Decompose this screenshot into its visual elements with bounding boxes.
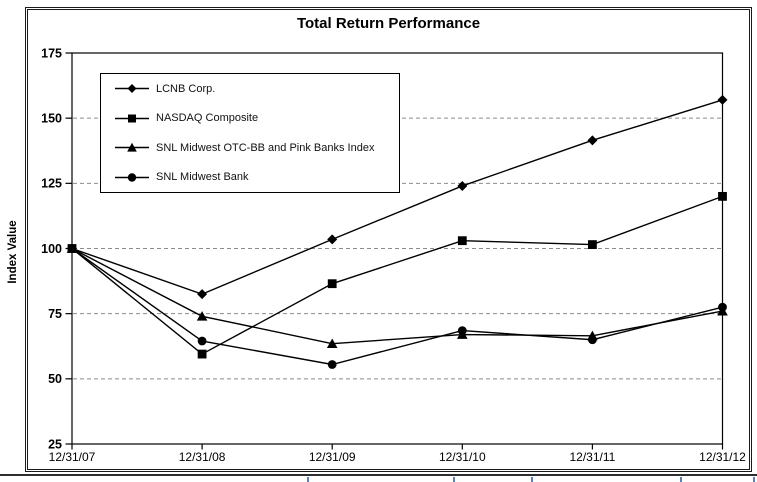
series-3-point-1: [197, 336, 207, 346]
series-1-point-2: [327, 279, 337, 289]
series-1-point-3: [457, 236, 467, 246]
x-tick-label-0: 12/31/07: [49, 450, 96, 464]
table-column-tick-2: [531, 477, 533, 482]
legend-label: SNL Midwest OTC-BB and Pink Banks Index: [156, 141, 375, 154]
series-1-point-4: [588, 240, 597, 249]
legend-label: SNL Midwest Bank: [156, 171, 249, 184]
table-column-tick-4: [753, 477, 755, 482]
series-line-0: [71, 99, 723, 295]
x-tick-label-5: 12/31/12: [699, 450, 746, 464]
series-0-point-4: [587, 135, 598, 146]
series-line-1: [71, 195, 723, 355]
y-tick-label-75: 75: [48, 307, 62, 321]
legend-box: LCNB Corp. NASDAQ Composite SNL Midwest OT…: [100, 73, 400, 193]
series-2-point-1: [196, 311, 208, 321]
series-3-point-0: [67, 244, 77, 253]
legend-label: LCNB Corp.: [156, 82, 216, 95]
series-2-point-2: [326, 338, 338, 349]
y-tick-label-150: 150: [41, 111, 62, 125]
y-tick-label-50: 50: [48, 372, 62, 386]
series-3-point-2: [327, 360, 337, 369]
series-3-point-3: [457, 326, 467, 336]
series-line-2: [71, 247, 723, 345]
circle-marker-icon: [115, 173, 149, 182]
series-line-3: [71, 247, 723, 366]
legend-item-2: SNL Midwest OTC-BB and Pink Banks Index: [101, 133, 399, 163]
y-tick-label-25: 25: [48, 437, 62, 451]
chart-title: Total Return Performance: [296, 15, 481, 32]
x-tick-label-2: 12/31/09: [309, 450, 356, 464]
series-1-point-5: [718, 191, 727, 201]
legend-label: NASDAQ Composite: [156, 112, 259, 125]
table-column-tick-1: [453, 477, 455, 482]
x-tick-label-1: 12/31/08: [179, 450, 226, 464]
square-marker-icon: [115, 114, 149, 123]
legend-item-3: SNL Midwest Bank: [101, 163, 399, 193]
y-tick-label-175: 175: [41, 46, 62, 60]
series-0-point-3: [457, 180, 468, 191]
table-column-tick-0: [307, 477, 309, 482]
legend-item-1: NASDAQ Composite: [101, 104, 399, 134]
diamond-marker-icon: [115, 84, 149, 94]
y-tick-label-125: 125: [41, 177, 62, 191]
x-tick-label-4: 12/31/11: [569, 450, 615, 464]
series-0-point-2: [327, 234, 338, 245]
series-0-point-5: [717, 94, 728, 105]
x-tick-label-3: 12/31/10: [439, 450, 486, 464]
series-1-point-1: [197, 349, 207, 359]
series-0-point-1: [197, 289, 208, 300]
table-top-border: [0, 474, 757, 476]
legend-item-0: LCNB Corp.: [101, 74, 399, 104]
series-3-point-4: [588, 335, 597, 345]
table-column-tick-3: [680, 477, 682, 482]
series-3-point-5: [718, 302, 727, 312]
triangle-marker-icon: [115, 143, 149, 152]
y-tick-label-100: 100: [41, 242, 62, 256]
